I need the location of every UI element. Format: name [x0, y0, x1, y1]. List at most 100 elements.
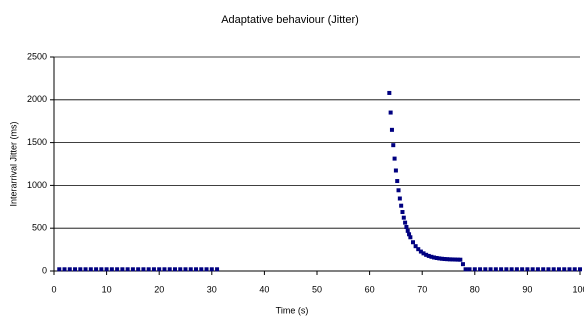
- x-tick-label: 70: [417, 284, 427, 294]
- point: [447, 257, 452, 262]
- point: [562, 267, 567, 272]
- point: [136, 267, 141, 272]
- point: [104, 267, 109, 272]
- point: [493, 267, 498, 272]
- point: [442, 257, 447, 262]
- point: [167, 267, 172, 272]
- point: [530, 267, 535, 272]
- point: [83, 267, 88, 272]
- point: [403, 220, 408, 225]
- point: [535, 267, 540, 272]
- point: [215, 267, 220, 272]
- point: [99, 267, 104, 272]
- y-tick-label: 500: [32, 223, 47, 233]
- point: [399, 203, 404, 208]
- point: [199, 267, 204, 272]
- point: [551, 267, 556, 272]
- point: [141, 267, 146, 272]
- x-tick-label: 80: [470, 284, 480, 294]
- x-tick-label: 90: [522, 284, 532, 294]
- point: [445, 257, 450, 262]
- point: [397, 196, 402, 201]
- point: [387, 90, 392, 95]
- y-tick-label: 1500: [27, 137, 47, 147]
- point: [424, 252, 429, 257]
- point: [57, 267, 62, 272]
- point: [416, 247, 421, 252]
- y-tick-label: 0: [42, 265, 47, 275]
- point: [460, 262, 465, 267]
- point: [194, 267, 199, 272]
- point: [401, 215, 406, 220]
- point: [455, 257, 460, 262]
- point: [94, 267, 99, 272]
- point: [125, 267, 130, 272]
- point: [463, 267, 468, 272]
- chart-title: Adaptative behaviour (Jitter): [221, 14, 359, 26]
- point: [488, 267, 493, 272]
- point: [178, 267, 183, 272]
- x-tick-label: 10: [102, 284, 112, 294]
- point: [572, 267, 577, 272]
- x-tick-label: 30: [207, 284, 217, 294]
- point: [389, 127, 394, 132]
- point: [183, 267, 188, 272]
- point: [421, 251, 426, 256]
- point: [62, 267, 67, 272]
- point: [426, 253, 431, 258]
- point: [73, 267, 78, 272]
- point: [514, 267, 519, 272]
- point: [453, 257, 458, 262]
- point: [413, 244, 418, 249]
- x-tick-label: 40: [259, 284, 269, 294]
- x-tick-label: 60: [365, 284, 375, 294]
- point: [120, 267, 125, 272]
- point: [162, 267, 167, 272]
- point: [434, 255, 439, 260]
- y-tick-label: 1000: [27, 180, 47, 190]
- point: [525, 267, 530, 272]
- point: [556, 267, 561, 272]
- point: [439, 256, 444, 261]
- y-tick-label: 2000: [27, 94, 47, 104]
- x-tick-label: 0: [51, 284, 56, 294]
- x-tick-label: 50: [312, 284, 322, 294]
- point: [578, 267, 582, 272]
- point: [408, 235, 413, 240]
- point: [391, 143, 396, 148]
- point: [188, 267, 193, 272]
- x-tick-label: 20: [154, 284, 164, 294]
- point: [151, 267, 156, 272]
- point: [146, 267, 151, 272]
- point: [546, 267, 551, 272]
- point: [410, 240, 415, 245]
- y-tick-label: 2500: [27, 51, 47, 61]
- point: [396, 188, 401, 193]
- x-tick-label: 100: [572, 284, 584, 294]
- point: [109, 267, 114, 272]
- point: [541, 267, 546, 272]
- point: [204, 267, 209, 272]
- point: [483, 267, 488, 272]
- point: [437, 256, 442, 261]
- point: [504, 267, 509, 272]
- point: [88, 267, 93, 272]
- point: [405, 228, 410, 233]
- point: [499, 267, 504, 272]
- point: [458, 257, 463, 262]
- point: [429, 254, 434, 259]
- x-axis-label: Time (s): [276, 305, 309, 315]
- point: [509, 267, 514, 272]
- point: [209, 267, 214, 272]
- point: [567, 267, 572, 272]
- point: [418, 249, 423, 254]
- point: [172, 267, 177, 272]
- point: [388, 110, 393, 115]
- point: [395, 179, 400, 184]
- point: [67, 267, 72, 272]
- point: [400, 210, 405, 215]
- point: [432, 255, 437, 260]
- point: [404, 225, 409, 230]
- point: [130, 267, 135, 272]
